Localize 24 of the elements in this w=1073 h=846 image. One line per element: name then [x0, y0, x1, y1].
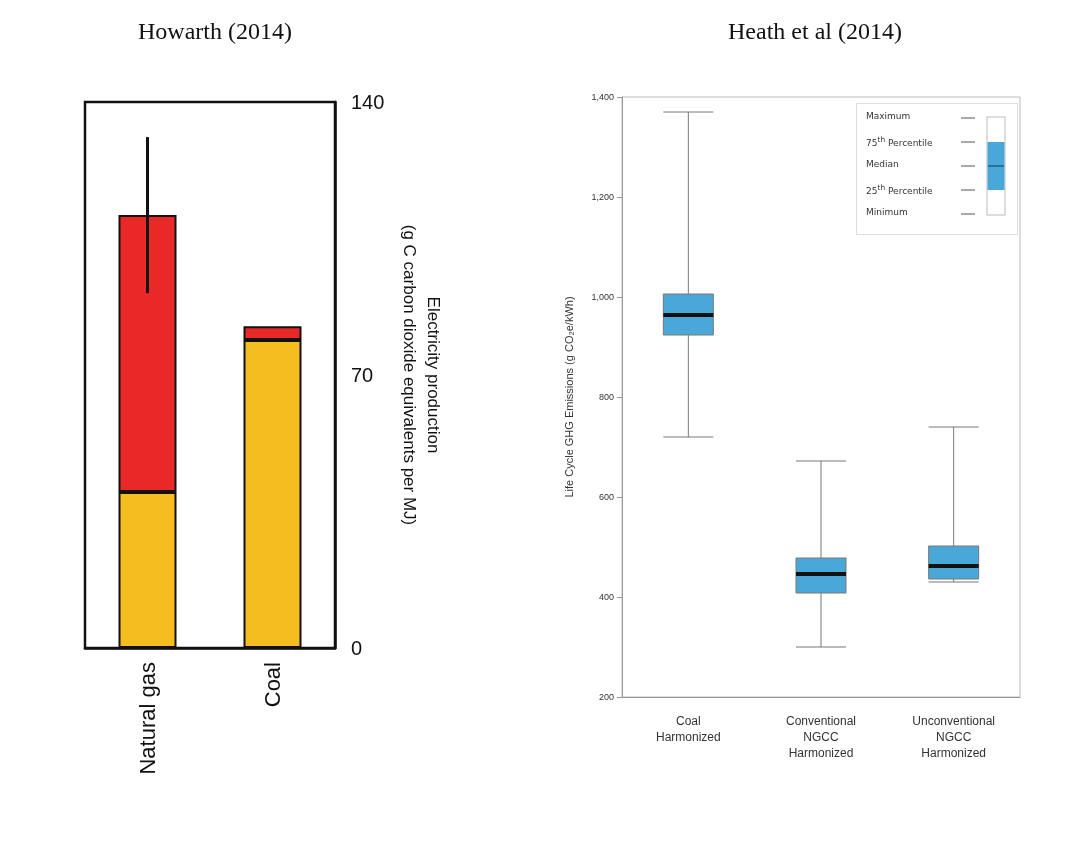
y-axis-title: Electricity production (g C carbon dioxide equivalents per MJ)	[399, 224, 443, 526]
y-tick-label: 400	[598, 592, 614, 602]
chart-title: Howarth (2014)	[138, 18, 292, 44]
y-tick-label: 70	[351, 364, 374, 386]
x-tick-label: Coal Harmonized	[655, 714, 721, 744]
annotation: 75$^{th}$ Percentile	[866, 135, 933, 148]
y-tick-label: 0	[351, 637, 363, 659]
annotation: 25$^{th}$ Percentile	[866, 183, 933, 196]
chart-title: Heath et al (2014)	[728, 18, 902, 44]
y-tick-label: 200	[598, 692, 614, 702]
y-tick-label: 800	[598, 392, 614, 402]
x-tick-label: Coal	[260, 662, 285, 708]
y-tick-label: 140	[351, 91, 385, 113]
x-tick-label: Unconventional NGCC Harmonized	[912, 714, 996, 760]
annotation: Median	[866, 159, 899, 169]
x-tick-label: Conventional NGCC Harmonized	[785, 714, 857, 760]
y-tick-label: 600	[598, 492, 614, 502]
y-tick-label: 1,000	[591, 292, 614, 302]
x-tick-label: Natural gas	[135, 662, 160, 775]
annotation: Maximum	[866, 111, 911, 121]
annotation: Minimum	[866, 207, 908, 217]
y-tick-label: 1,400	[591, 92, 614, 102]
y-tick-label: 1,200	[591, 192, 614, 202]
y-axis-title: Life Cycle GHG Emissions (g CO₂e/kWh)	[562, 296, 575, 498]
